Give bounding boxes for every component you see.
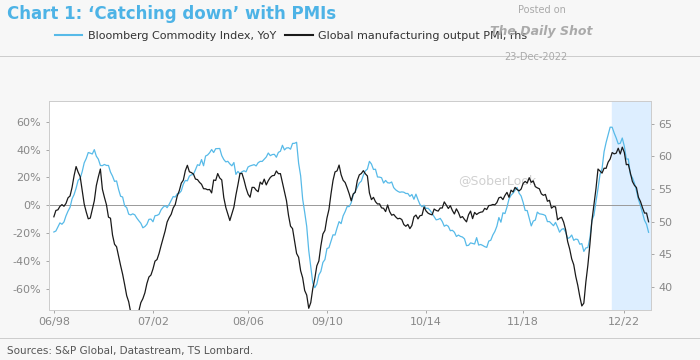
Legend: Bloomberg Commodity Index, YoY, Global manufacturing output PMI, rhs: Bloomberg Commodity Index, YoY, Global m… [55,31,528,41]
Text: Posted on: Posted on [518,5,566,15]
Text: Sources: S&P Global, Datastream, TS Lombard.: Sources: S&P Global, Datastream, TS Lomb… [7,346,253,356]
Text: The Daily Shot: The Daily Shot [490,25,592,38]
Text: Chart 1: ‘Catching down’ with PMIs: Chart 1: ‘Catching down’ with PMIs [7,5,336,23]
Text: @SoberLook: @SoberLook [458,174,536,186]
Text: 23-Dec-2022: 23-Dec-2022 [504,52,567,62]
Bar [612,101,653,310]
